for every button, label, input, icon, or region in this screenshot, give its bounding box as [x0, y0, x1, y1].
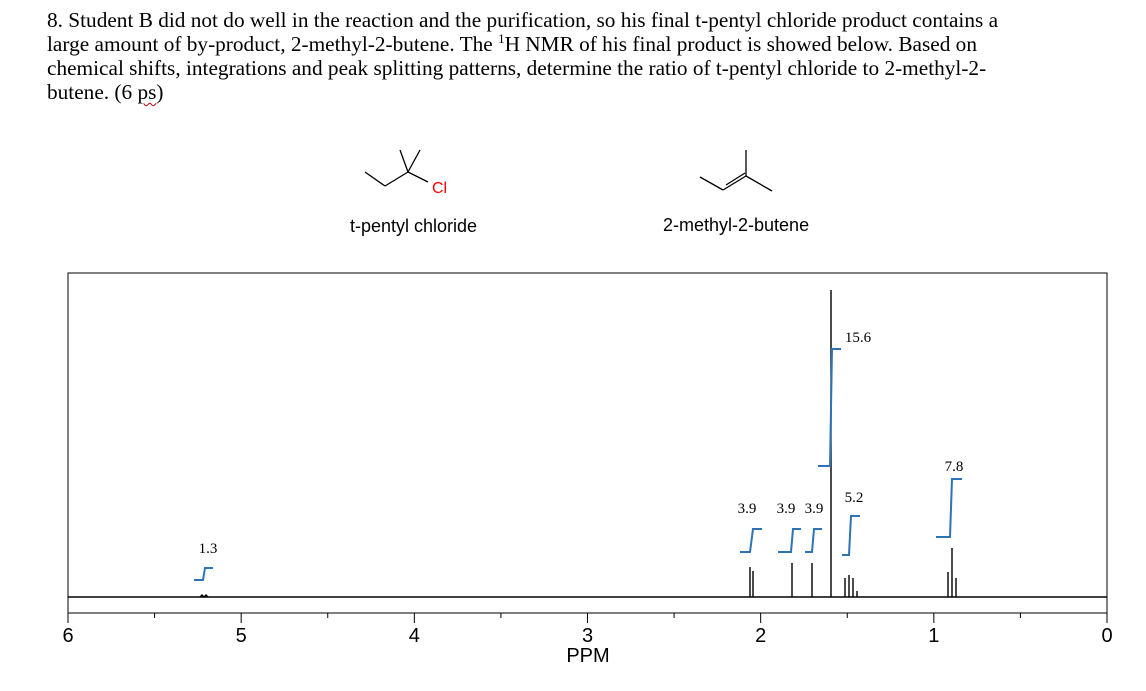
question-line-1: 8. Student B did not do well in the reac…	[47, 8, 999, 32]
question-line-3: chemical shifts, integrations and peak s…	[47, 56, 987, 80]
x-tick-label-2: 2	[755, 625, 766, 647]
peaks	[199, 290, 957, 598]
integral-curve-7	[936, 478, 962, 538]
peak-5.2	[199, 594, 209, 598]
x-tick-label-6: 6	[62, 625, 73, 647]
superscript-one: 1	[498, 30, 505, 46]
integral-curves	[194, 348, 962, 581]
x-tick-label-5: 5	[236, 625, 247, 647]
question-text: 8. Student B did not do well in the reac…	[47, 8, 1132, 104]
bond-5	[407, 171, 429, 183]
bond-3	[399, 149, 409, 173]
integral-label-1: 1.3	[199, 541, 218, 557]
x-tick-label-0: 0	[1101, 625, 1112, 647]
integral-curve-2	[740, 528, 762, 553]
bond-b	[722, 175, 747, 191]
x-axis-label: PPM	[566, 645, 609, 667]
x-tick-label-3: 3	[582, 625, 593, 647]
t-pentyl-chloride-label: t-pentyl chloride	[350, 216, 478, 236]
bond-a	[699, 176, 724, 191]
integral-label-2: 3.9	[738, 501, 757, 517]
integral-curve-4	[805, 528, 822, 553]
x-tick-label-4: 4	[409, 625, 420, 647]
question-line-2-start: large amount of by-product, 2-methyl-2-b…	[47, 32, 499, 56]
integral-label-7: 7.8	[945, 459, 964, 475]
close-paren: )	[156, 80, 164, 104]
question-line-4-start: butene. (6	[47, 80, 138, 104]
question-line-2: large amount of by-product, 2-methyl-2-b…	[47, 32, 1132, 56]
integral-labels: 1.3 3.9 3.9 3.9 15.6 5.2 7.8	[199, 330, 964, 557]
integral-curve-5	[818, 348, 841, 467]
question-line-4: butene. (6 ps)	[47, 80, 1132, 104]
question-line-2-rest: H NMR of his final product is showed bel…	[504, 32, 977, 56]
integral-curve-1	[194, 567, 213, 581]
bond-d	[745, 175, 773, 192]
x-axis-tick-labels: 6 5 4 3 2 1 0	[62, 625, 1112, 647]
integral-curve-6	[842, 515, 860, 556]
chlorine-atom-label: Cl	[432, 180, 447, 197]
plot-frame	[67, 272, 1108, 614]
integral-label-5: 15.6	[845, 330, 872, 346]
methylbutene-structure	[699, 150, 773, 192]
bond-1	[364, 171, 386, 187]
bond-b-double	[725, 172, 746, 186]
t-pentyl-chloride-structure	[364, 149, 429, 187]
integral-label-6: 5.2	[845, 490, 864, 506]
methylbutene-label: 2-methyl-2-butene	[663, 215, 810, 235]
integral-curve-3	[778, 528, 801, 553]
bond-4	[407, 149, 421, 173]
points-word: ps	[137, 80, 157, 104]
integral-label-4: 3.9	[805, 501, 824, 517]
bond-2	[384, 171, 409, 187]
x-axis-ticks	[67, 613, 1108, 623]
x-tick-label-1: 1	[928, 625, 939, 647]
integral-label-3: 3.9	[777, 501, 796, 517]
